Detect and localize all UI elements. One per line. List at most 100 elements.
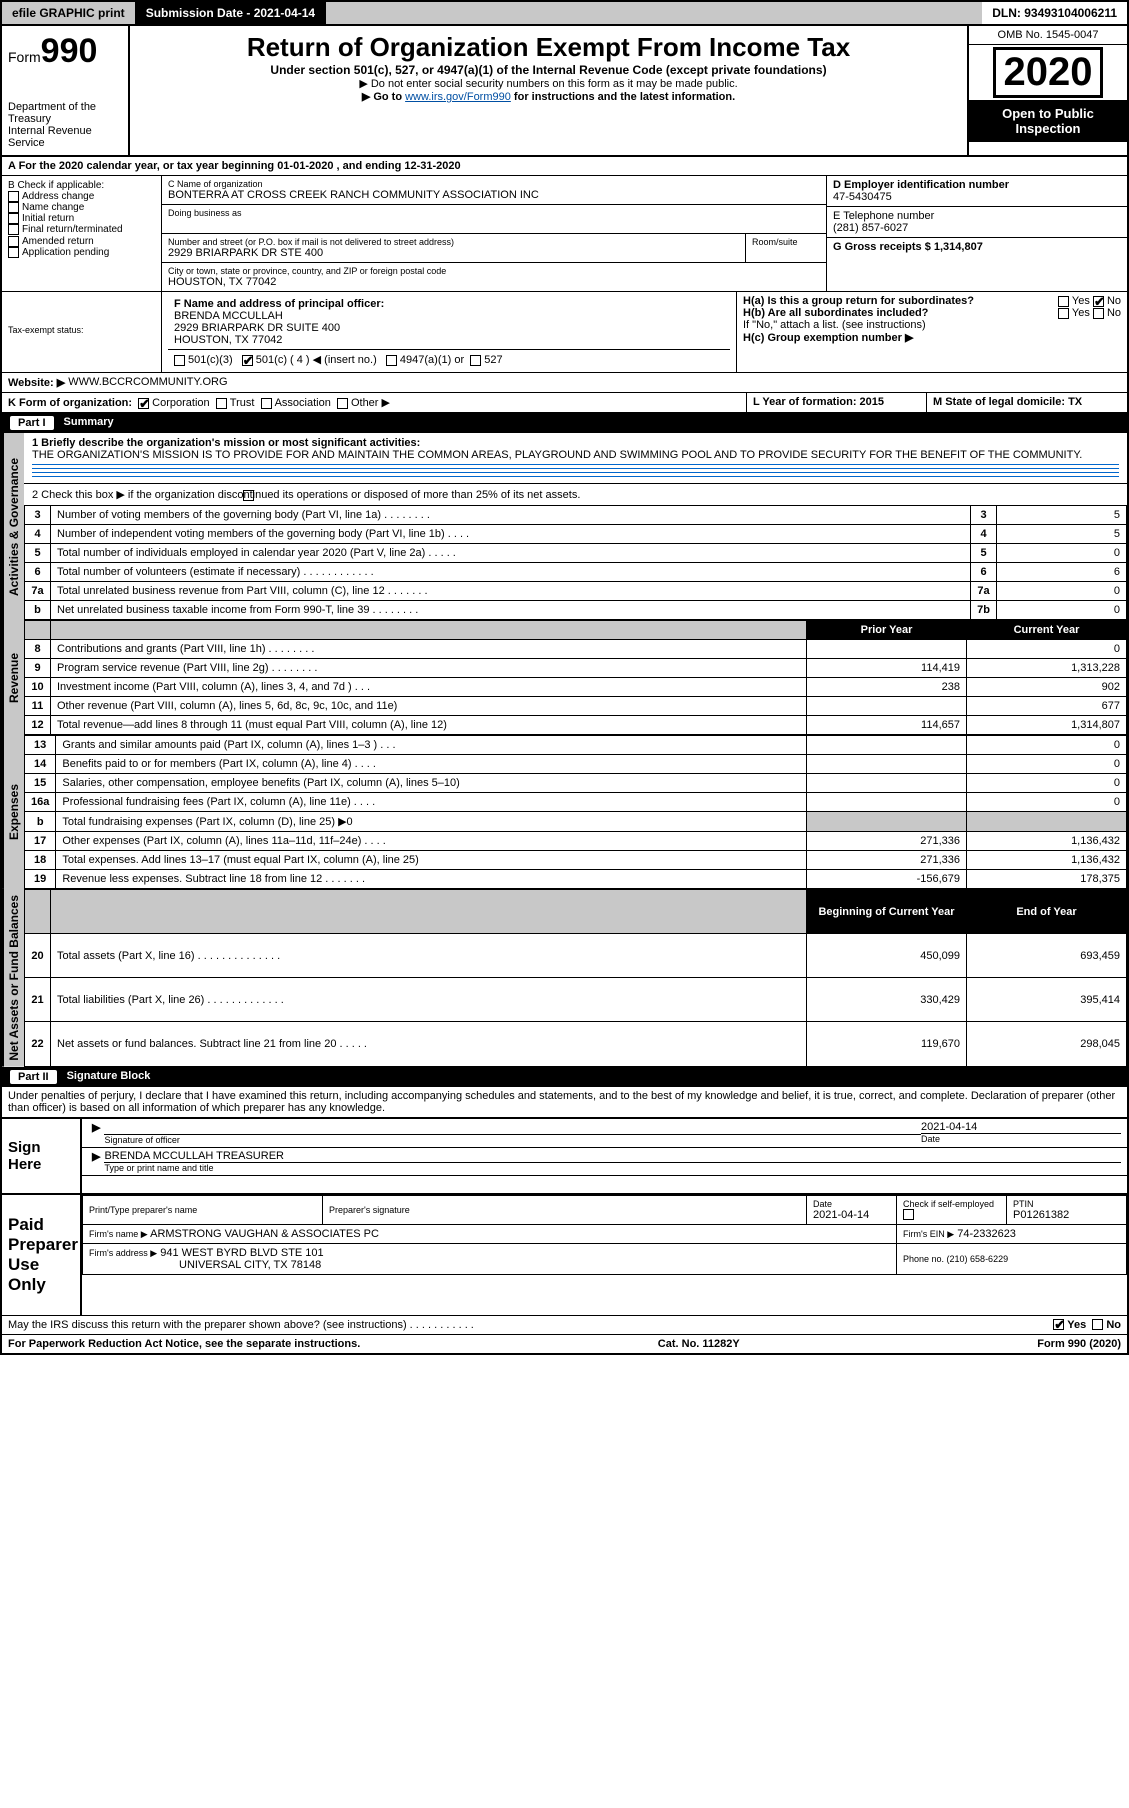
checkbox-initial-return[interactable]: [8, 213, 19, 224]
checkbox-501c3[interactable]: [174, 355, 185, 366]
hb-lbl: H(b) Are all subordinates included?: [743, 307, 928, 319]
current-year-val: 1,136,432: [967, 851, 1127, 870]
checkbox-4947[interactable]: [386, 355, 397, 366]
prior-year-val: 238: [807, 678, 967, 697]
sign-here-label: Sign Here: [2, 1119, 82, 1193]
prior-year-val: 114,657: [807, 716, 967, 735]
checkbox-ha-no[interactable]: [1093, 296, 1104, 307]
submission-date-button[interactable]: Submission Date - 2021-04-14: [136, 2, 326, 24]
k-assoc: Association: [275, 397, 331, 409]
checkbox-ha-yes[interactable]: [1058, 296, 1069, 307]
hdr-beg-year: Beginning of Current Year: [807, 890, 967, 934]
checkbox-hb-no[interactable]: [1093, 308, 1104, 319]
expense-section: Expenses 13 Grants and similar amounts p…: [2, 735, 1127, 889]
checkbox-final-return[interactable]: [8, 224, 19, 235]
current-year-val: 0: [967, 640, 1127, 659]
checkbox-trust[interactable]: [216, 398, 227, 409]
i-spacer: Tax-exempt status:: [2, 292, 162, 372]
org-name: BONTERRA AT CROSS CREEK RANCH COMMUNITY …: [168, 189, 820, 201]
line-box: 6: [971, 563, 997, 582]
room-lbl: Room/suite: [752, 237, 820, 247]
line-desc: Total assets (Part X, line 16) . . . . .…: [51, 934, 807, 978]
footer-mid: Cat. No. 11282Y: [658, 1338, 740, 1350]
c-name-lbl: C Name of organization: [168, 179, 820, 189]
prior-year-val: [807, 640, 967, 659]
part-2-title: Signature Block: [67, 1070, 151, 1084]
name-title-lbl: Type or print name and title: [104, 1163, 1121, 1173]
sig-date-lbl: Date: [921, 1134, 1121, 1144]
open-public: Open to Public Inspection: [969, 100, 1127, 142]
website: WWW.BCCRCOMMUNITY.ORG: [68, 376, 227, 389]
hdr-end-year: End of Year: [967, 890, 1127, 934]
checkbox-assoc[interactable]: [261, 398, 272, 409]
line-val: 6: [997, 563, 1127, 582]
side-revenue: Revenue: [2, 620, 24, 735]
line-num: 6: [25, 563, 51, 582]
ptin-lbl: PTIN: [1013, 1199, 1120, 1209]
checkbox-amended[interactable]: [8, 236, 19, 247]
discuss-no: No: [1106, 1319, 1121, 1331]
firm-name: ARMSTRONG VAUGHAN & ASSOCIATES PC: [150, 1228, 379, 1240]
current-year-val: 0: [967, 755, 1127, 774]
city-state-zip: HOUSTON, TX 77042: [168, 276, 820, 288]
checkbox-other[interactable]: [337, 398, 348, 409]
checkbox-discuss-yes[interactable]: [1053, 1319, 1064, 1330]
discuss-text: May the IRS discuss this return with the…: [8, 1319, 474, 1331]
line-desc: Benefits paid to or for members (Part IX…: [56, 755, 807, 774]
prior-year-val: [807, 774, 967, 793]
officer-name-title: BRENDA MCCULLAH TREASURER: [104, 1150, 1121, 1163]
ha-no: No: [1107, 295, 1121, 307]
top-bar: efile GRAPHIC print Submission Date - 20…: [2, 2, 1127, 26]
form-subtitle: Under section 501(c), 527, or 4947(a)(1)…: [140, 63, 957, 77]
checkbox-hb-yes[interactable]: [1058, 308, 1069, 319]
current-year-val: 677: [967, 697, 1127, 716]
ptin: P01261382: [1013, 1209, 1120, 1221]
checkbox-527[interactable]: [470, 355, 481, 366]
pt-date-lbl: Date: [813, 1199, 890, 1209]
irs-link[interactable]: www.irs.gov/Form990: [405, 91, 511, 103]
f-lbl: F Name and address of principal officer:: [174, 298, 724, 310]
line-num: 4: [25, 525, 51, 544]
line-val: 0: [997, 544, 1127, 563]
line-num: 7a: [25, 582, 51, 601]
m-state: M State of legal domicile: TX: [927, 393, 1127, 412]
checkbox-address-change[interactable]: [8, 191, 19, 202]
part1-body: Activities & Governance 1 Briefly descri…: [2, 433, 1127, 620]
section-b: B Check if applicable: Address change Na…: [2, 176, 162, 291]
checkbox-app-pending[interactable]: [8, 247, 19, 258]
checkbox-501c[interactable]: [242, 355, 253, 366]
checkbox-line2[interactable]: [243, 490, 254, 501]
preparer-table: Print/Type preparer's name Preparer's si…: [82, 1195, 1127, 1275]
officer-name: BRENDA MCCULLAH: [174, 310, 724, 322]
line-box: 3: [971, 506, 997, 525]
firm-ein: 74-2332623: [957, 1228, 1016, 1240]
revenue-section: Revenue Prior Year Current Year8 Contrib…: [2, 620, 1127, 735]
line-box: 7b: [971, 601, 997, 620]
omb-number: OMB No. 1545-0047: [969, 26, 1127, 45]
line-num: 13: [25, 736, 56, 755]
b-final: Final return/terminated: [22, 225, 123, 236]
checkbox-corp[interactable]: [138, 398, 149, 409]
line-num: 21: [25, 978, 51, 1022]
line-desc: Investment income (Part VIII, column (A)…: [51, 678, 807, 697]
h-note: If "No," attach a list. (see instruction…: [743, 319, 1121, 331]
line-desc: Total unrelated business revenue from Pa…: [51, 582, 971, 601]
checkbox-discuss-no[interactable]: [1092, 1319, 1103, 1330]
end-year-val: 693,459: [967, 934, 1127, 978]
efile-print-button[interactable]: efile GRAPHIC print: [2, 2, 136, 24]
line-num: 18: [25, 851, 56, 870]
current-year-val: 902: [967, 678, 1127, 697]
prior-year-val: [807, 736, 967, 755]
part-1-header: Part I Summary: [2, 413, 1127, 433]
footer: For Paperwork Reduction Act Notice, see …: [2, 1334, 1127, 1353]
topbar-spacer: [326, 2, 982, 24]
line-num: 10: [25, 678, 51, 697]
line-num: 11: [25, 697, 51, 716]
line-num: 20: [25, 934, 51, 978]
phone: (281) 857-6027: [833, 222, 1121, 234]
officer-addr1: 2929 BRIARPARK DR SUITE 400: [174, 322, 724, 334]
checkbox-name-change[interactable]: [8, 202, 19, 213]
checkbox-self-emp[interactable]: [903, 1209, 914, 1220]
irs-label: Internal Revenue Service: [8, 125, 122, 149]
part-1-label: Part I: [10, 416, 54, 430]
